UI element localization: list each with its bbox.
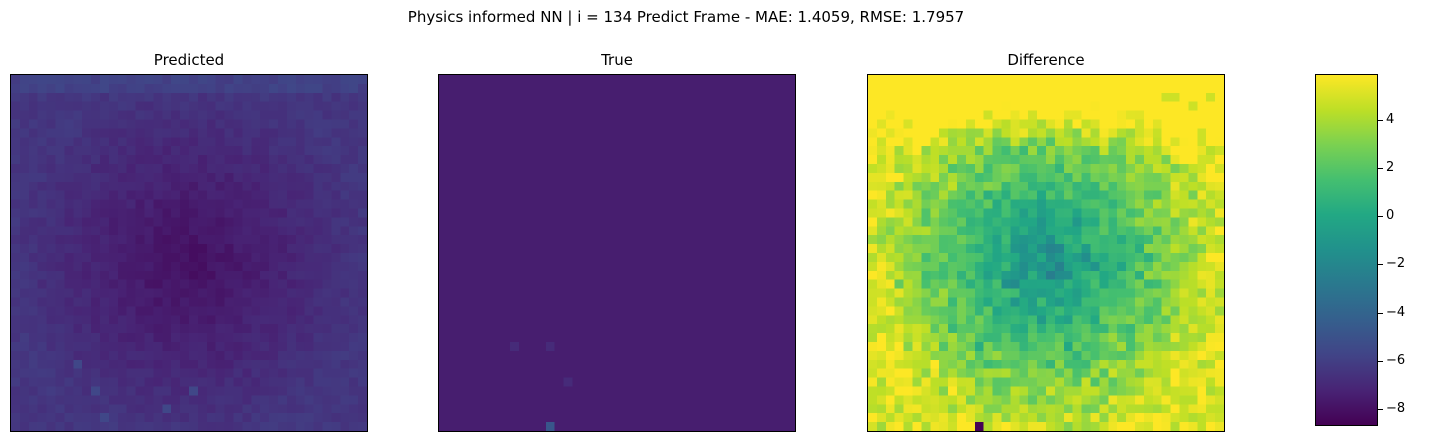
colorbar-tick-label: 4: [1386, 112, 1395, 127]
colorbar-tick-label: 0: [1386, 208, 1395, 223]
predicted-heatmap: [10, 74, 368, 432]
colorbar-tick-label: −4: [1386, 305, 1406, 320]
colorbar: [1315, 74, 1378, 426]
predicted-heatmap-canvas: [11, 75, 367, 431]
figure-suptitle: Physics informed NN | i = 134 Predict Fr…: [407, 8, 965, 26]
colorbar-tick-label: −6: [1386, 353, 1406, 368]
colorbar-tick-label: −8: [1386, 401, 1406, 416]
colorbar-tick: [1378, 120, 1383, 121]
colorbar-tick-label: 2: [1386, 160, 1395, 175]
difference-heatmap-canvas: [868, 75, 1224, 431]
true-title: True: [601, 51, 633, 69]
colorbar-tick: [1378, 313, 1383, 314]
colorbar-tick: [1378, 409, 1383, 410]
colorbar-tick: [1378, 361, 1383, 362]
true-heatmap-canvas: [439, 75, 795, 431]
true-heatmap: [438, 74, 796, 432]
predicted-title: Predicted: [153, 51, 225, 69]
colorbar-tick-label: −2: [1386, 256, 1406, 271]
colorbar-tick: [1378, 216, 1383, 217]
difference-heatmap: [867, 74, 1225, 432]
difference-title: Difference: [1007, 51, 1085, 69]
colorbar-tick: [1378, 264, 1383, 265]
colorbar-tick: [1378, 168, 1383, 169]
